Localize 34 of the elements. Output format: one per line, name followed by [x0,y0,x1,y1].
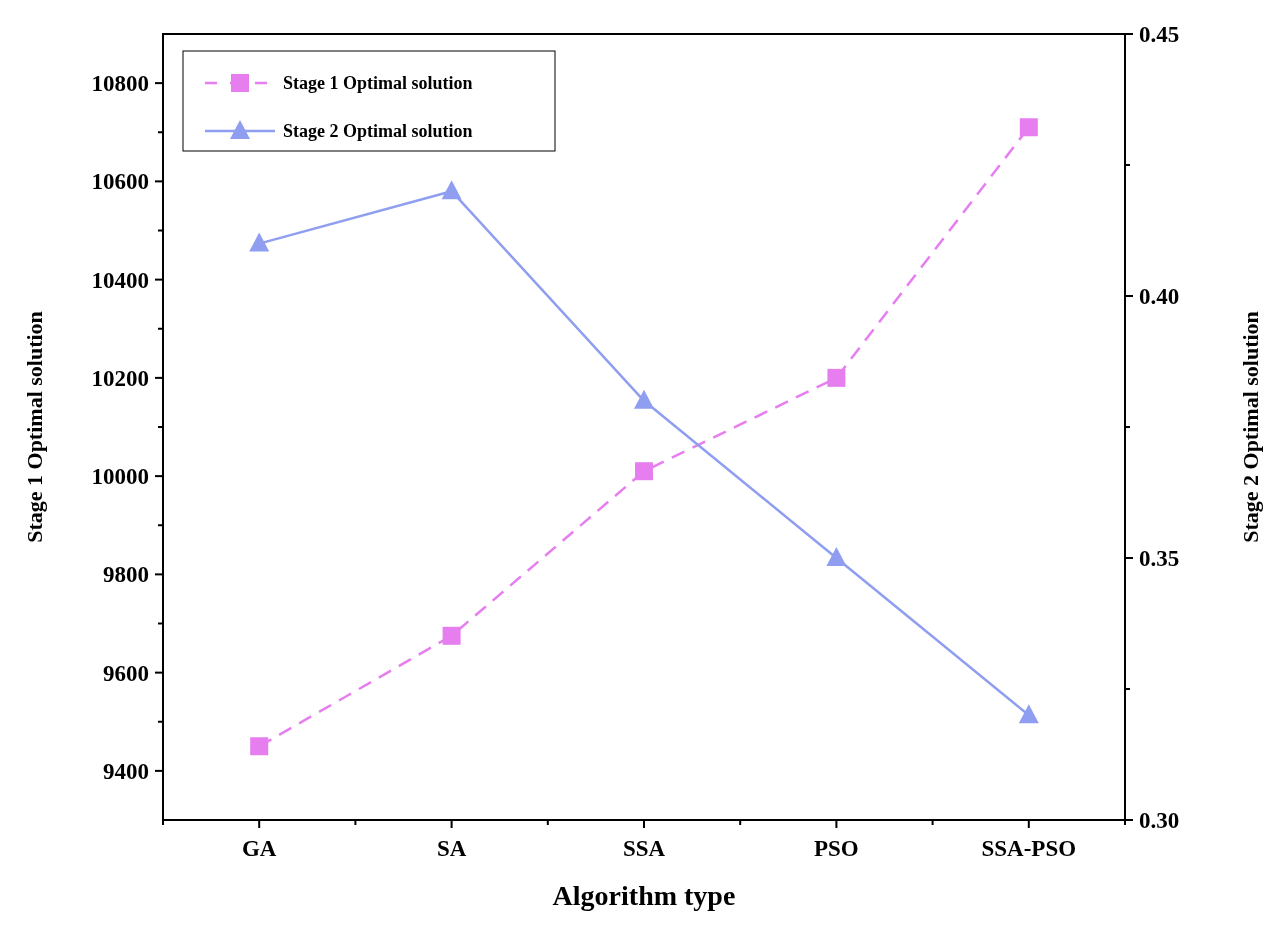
point [827,368,846,387]
x-tick-label: GA [241,836,277,861]
x-axis-title: Algorithm type [552,880,736,911]
y-tick-label: 9400 [103,758,149,784]
point [249,232,270,252]
y2-axis-title: Stage 2 Optimal solution [1238,311,1263,543]
y-tick-label: 9800 [103,562,149,588]
point [634,389,654,409]
y2-tick-label: 0.45 [1139,22,1180,48]
y2-tick-label: 0.35 [1139,546,1180,572]
point [635,462,653,481]
y-axis-title: Stage 1 Optimal solution [22,311,47,543]
legend-entry: Stage 2 Optimal solution [205,120,473,142]
point [1019,118,1038,137]
y2-tick-label: 0.30 [1139,808,1180,834]
y-tick-label: 10000 [91,464,149,490]
legend-label: Stage 2 Optimal solution [283,121,473,142]
y-tick-label: 10200 [91,365,149,391]
y2-tick-label: 0.40 [1139,284,1180,310]
y-tick-label: 9600 [103,660,149,686]
y-tick-label: 10400 [91,267,149,293]
x-tick-label: PSO [814,836,859,861]
y-tick-label: 10600 [91,169,149,195]
y-tick-label: 10800 [91,71,149,97]
x-tick-label: SSA [622,836,666,861]
point [250,737,269,756]
legend-label: Stage 1 Optimal solution [283,73,473,94]
point [442,626,461,645]
point [441,180,462,200]
x-tick-label: SA [436,836,467,861]
point [826,547,847,566]
x-tick-label: SSA-PSO [981,836,1077,861]
point [1018,704,1039,724]
legend-entry: Stage 1 Optimal solution [205,73,473,94]
